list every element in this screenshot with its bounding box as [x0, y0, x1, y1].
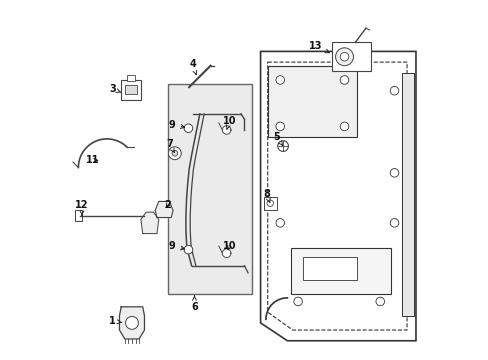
Bar: [167, 84, 251, 294]
Circle shape: [389, 219, 398, 227]
Text: 13: 13: [308, 41, 328, 53]
Text: 9: 9: [169, 241, 184, 251]
Bar: [331, 42, 370, 71]
Circle shape: [275, 76, 284, 84]
Bar: [263, 197, 276, 210]
Text: 10: 10: [223, 116, 236, 129]
Circle shape: [275, 219, 284, 227]
Text: 6: 6: [191, 296, 198, 312]
Circle shape: [266, 200, 273, 206]
Polygon shape: [222, 249, 230, 257]
Text: 9: 9: [169, 120, 184, 130]
Text: 11: 11: [86, 156, 99, 165]
Polygon shape: [141, 212, 159, 234]
Bar: [267, 66, 356, 137]
Bar: [401, 73, 413, 316]
Text: 5: 5: [273, 132, 282, 145]
Text: 1: 1: [109, 316, 121, 326]
Bar: [127, 75, 135, 81]
Circle shape: [168, 147, 181, 159]
Circle shape: [340, 53, 348, 61]
Circle shape: [375, 297, 384, 306]
Circle shape: [389, 86, 398, 95]
Text: 10: 10: [223, 241, 236, 251]
Circle shape: [275, 122, 284, 131]
Text: 4: 4: [189, 59, 196, 75]
Circle shape: [125, 316, 138, 329]
Polygon shape: [222, 126, 230, 134]
Circle shape: [340, 76, 348, 84]
Circle shape: [389, 168, 398, 177]
Circle shape: [172, 150, 177, 156]
Polygon shape: [119, 307, 144, 339]
Circle shape: [293, 297, 302, 306]
Bar: [75, 210, 82, 221]
Bar: [124, 85, 137, 94]
Polygon shape: [155, 202, 173, 217]
Circle shape: [277, 141, 288, 152]
Polygon shape: [260, 51, 415, 341]
Text: 2: 2: [164, 200, 171, 210]
Bar: [121, 80, 141, 100]
Text: 8: 8: [263, 189, 270, 202]
Circle shape: [184, 246, 192, 254]
Circle shape: [335, 48, 353, 66]
Bar: [290, 248, 390, 294]
Text: 12: 12: [75, 200, 88, 216]
Text: 3: 3: [109, 84, 121, 94]
Circle shape: [184, 124, 192, 132]
Text: 7: 7: [166, 139, 174, 152]
Circle shape: [340, 122, 348, 131]
Bar: [303, 257, 356, 280]
